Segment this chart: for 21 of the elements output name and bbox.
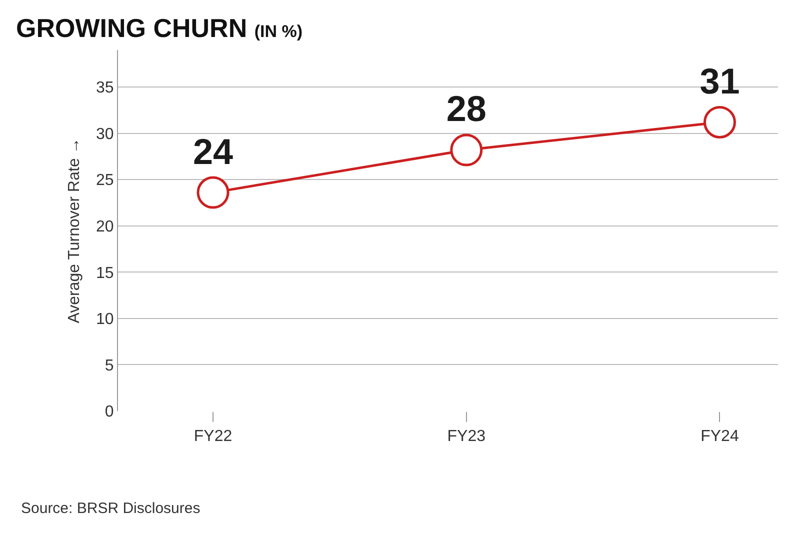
point [450,134,483,166]
y-tick-label: 10 [96,311,114,328]
y-tick-label: 0 [104,404,114,421]
data-label: 24 [192,130,234,172]
y-tick-label: 30 [96,126,114,143]
point [196,176,230,209]
x-tick-label: FY22 [194,428,232,446]
y-tick-label: 5 [104,357,114,374]
data-label: 31 [700,60,740,102]
x-tick-label: FY24 [700,428,739,446]
chart-title: GROWING CHURN [16,12,248,43]
y-tick-label: 35 [96,80,114,97]
y-tick-label: 20 [96,218,114,236]
chart-subtitle: (IN %) [254,22,303,41]
point [703,106,736,138]
y-tick-label: 25 [96,172,114,190]
source-note: Source: BRSR Disclosures [21,500,200,517]
y-tick-label: 15 [96,264,114,282]
x-tick-label: FY23 [447,428,486,446]
data-label: 28 [446,88,486,130]
y-axis-title: Average Turnover Rate → [66,138,83,324]
